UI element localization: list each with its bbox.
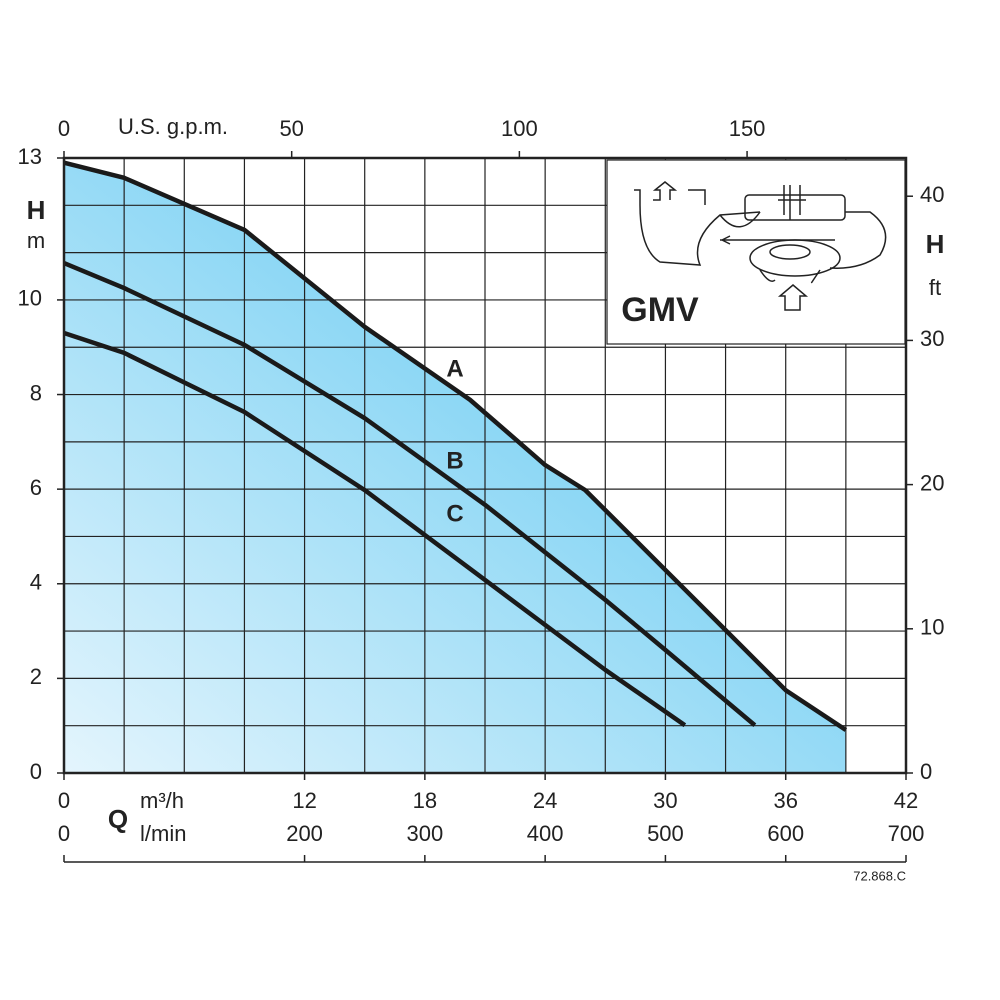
y-tick-label: 4 [30, 570, 42, 595]
x-tick-label: 30 [653, 788, 677, 813]
y-label: H [27, 195, 46, 225]
pump-inset: GMV [606, 159, 906, 345]
x-tick-label: 18 [413, 788, 437, 813]
x3-tick-label: 0 [58, 821, 70, 846]
x-tick-label: 42 [894, 788, 918, 813]
curve-label: A [446, 355, 463, 382]
y2-tick-label: 20 [920, 470, 944, 495]
y2-unit: ft [929, 275, 941, 300]
x3-unit: l/min [140, 821, 186, 846]
plot-frame [62, 156, 908, 775]
x2-tick-label: 100 [501, 116, 538, 141]
x-tick-label: 36 [773, 788, 797, 813]
model-label: GMV [621, 291, 699, 329]
curve-label: C [446, 500, 463, 527]
code-label: 72.868.C [853, 868, 906, 883]
pump-curve [63, 260, 757, 727]
x2-tick-label: 0 [58, 116, 70, 141]
y-tick-label: 13 [18, 144, 42, 169]
area-fill [64, 162, 846, 773]
y-tick-label: 6 [30, 475, 42, 500]
x3-tick-label: 600 [767, 821, 804, 846]
x-tick-label: 12 [292, 788, 316, 813]
x3-tick-label: 400 [527, 821, 564, 846]
curve-label: B [446, 447, 463, 474]
pump-curve [63, 330, 687, 728]
x3-tick-label: 300 [406, 821, 443, 846]
y-tick-label: 10 [18, 286, 42, 311]
y2-tick-label: 10 [920, 615, 944, 640]
x3-tick-label: 200 [286, 821, 323, 846]
y2-tick-label: 30 [920, 326, 944, 351]
x2-label: U.S. g.p.m. [118, 114, 228, 139]
y2-tick-label: 40 [920, 182, 944, 207]
x2-tick-label: 150 [729, 116, 766, 141]
x-tick-label: 0 [58, 788, 70, 813]
x2-tick-label: 50 [279, 116, 303, 141]
y2-tick-label: 0 [920, 759, 932, 784]
y2-label: H [926, 229, 945, 259]
y-tick-label: 8 [30, 380, 42, 405]
x3-tick-label: 700 [888, 821, 925, 846]
x3-tick-label: 500 [647, 821, 684, 846]
y-tick-label: 0 [30, 759, 42, 784]
x-tick-label: 24 [533, 788, 557, 813]
x-unit: m³/h [140, 788, 184, 813]
pump-curve [63, 160, 848, 732]
y-unit: m [27, 228, 45, 253]
x-label: Q [108, 804, 128, 834]
y-tick-label: 2 [30, 664, 42, 689]
